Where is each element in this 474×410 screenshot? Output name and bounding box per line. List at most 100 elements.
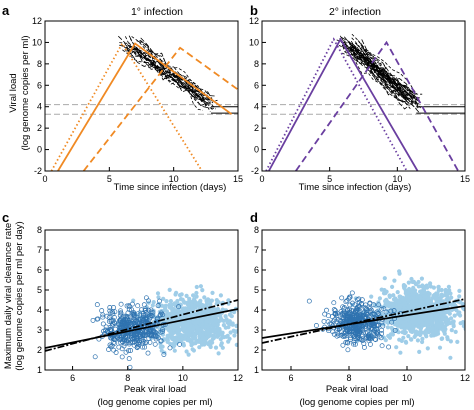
xlabel-d-units: (log genome copies per ml) (299, 397, 414, 408)
scatter-point-c-filled (221, 318, 226, 323)
y-tick-label-d: 1 (254, 365, 259, 375)
scatter-point-d-filled (406, 280, 411, 285)
scatter-point-d-filled (424, 334, 429, 339)
y-tick-label-c: 5 (37, 285, 42, 295)
scatter-point-d-open (364, 306, 370, 312)
scatter-point-d-open (354, 297, 360, 303)
scatter-point-c-open (100, 321, 106, 327)
scatter-point-d-open (339, 295, 345, 301)
scatter-point-c-open (145, 350, 151, 356)
scatter-point-c-open (143, 329, 149, 335)
scatter-point-d-open (346, 311, 352, 317)
scatter-point-d-open (379, 306, 385, 312)
scatter-point-d-open (376, 302, 382, 308)
scatter-point-c-open (160, 312, 166, 318)
scatter-point-c-filled (168, 299, 173, 304)
x-tick-label-c: 8 (125, 373, 130, 383)
scatter-point-d-filled (449, 328, 454, 333)
panel-letter-a: a (2, 3, 10, 18)
scatter-point-c-filled (206, 331, 211, 336)
scatter-point-c-filled (216, 351, 221, 356)
scatter-point-c-open (107, 342, 113, 348)
scatter-point-d-filled (400, 320, 405, 325)
scatter-point-d-filled (431, 285, 436, 290)
scatter-point-c-open (109, 343, 115, 349)
scatter-point-d-open (388, 308, 394, 314)
scatter-point-c-filled (234, 342, 238, 347)
x-tick-label-d: 10 (402, 373, 412, 383)
scatter-point-c-open (158, 338, 164, 344)
observed-trace-a-22 (118, 35, 212, 106)
scatter-point-c-open (107, 324, 113, 330)
y-tick-label-d: 8 (254, 225, 259, 235)
scatter-point-c-open (155, 335, 161, 341)
scatter-point-c-filled (176, 323, 181, 328)
scatter-point-d-filled (447, 288, 452, 293)
scatter-point-d-open (354, 306, 360, 312)
scatter-point-c-filled (202, 295, 207, 300)
axes-frame-d (261, 229, 466, 371)
scatter-point-c-open (144, 339, 149, 345)
scatter-point-c-open (135, 311, 141, 317)
observed-trace-b-30 (360, 43, 422, 99)
scatter-point-c-open (154, 316, 160, 322)
scatter-point-d-filled (408, 337, 414, 342)
scatter-point-c-filled (195, 301, 200, 306)
title-a: 1° infection (131, 6, 183, 18)
scatter-point-c-open (129, 311, 135, 317)
scatter-point-c-filled (213, 319, 218, 324)
scatter-point-d-open (306, 298, 312, 304)
scatter-point-c-filled (186, 352, 191, 357)
scatter-point-d-filled (382, 276, 387, 281)
scatter-point-c-filled (213, 345, 219, 350)
scatter-point-c-filled (150, 303, 155, 308)
scatter-point-c-open (107, 308, 113, 314)
scatter-point-d-open (352, 341, 358, 347)
x-tick-label-c: 6 (70, 373, 75, 383)
scatter-point-c-filled (207, 340, 212, 345)
model-line-a-solid (57, 42, 233, 171)
scatter-point-c-open (124, 303, 130, 309)
observed-trace-b-39 (359, 47, 411, 103)
scatter-point-c-open (148, 328, 153, 334)
scatter-point-c-filled (184, 293, 189, 298)
scatter-point-c-open (129, 333, 134, 339)
scatter-point-d-filled (397, 294, 402, 299)
scatter-point-d-filled (441, 324, 446, 329)
scatter-point-d-filled (416, 284, 421, 289)
scatter-point-d-filled (429, 315, 434, 320)
scatter-point-c-open (106, 318, 112, 324)
scatter-point-d-filled (397, 299, 402, 304)
scatter-point-d-open (355, 335, 361, 341)
ylabel-a: Viral load (8, 73, 19, 112)
scatter-point-c-filled (226, 298, 231, 303)
scatter-point-c-filled (210, 328, 216, 333)
scatter-point-c-open (150, 309, 156, 315)
observed-trace-b-31 (338, 45, 408, 103)
scatter-point-d-open (363, 323, 369, 329)
scatter-point-c-open (126, 356, 132, 362)
scatter-point-d-filled (437, 297, 442, 302)
scatter-point-d-filled (396, 317, 401, 323)
scatter-point-c-filled (187, 337, 192, 342)
scatter-point-d-open (324, 307, 329, 313)
observed-trace-b-32 (342, 41, 419, 107)
scatter-point-d-filled (452, 313, 457, 318)
y-tick-label-a: 6 (37, 80, 42, 90)
scatter-point-d-filled (377, 296, 382, 301)
scatter-point-d-open (355, 309, 361, 315)
observed-trace-b-7 (360, 47, 409, 100)
scatter-point-d-filled (413, 288, 418, 293)
scatter-point-d-open (347, 336, 353, 342)
scatter-point-c-filled (227, 319, 232, 324)
xlabel-b: Time since infection (days) (299, 182, 412, 193)
y-tick-label-a: 0 (37, 145, 42, 155)
scatter-point-d-open (345, 340, 351, 346)
scatter-point-d-filled (445, 294, 450, 299)
scatter-point-c-filled (218, 337, 223, 342)
scatter-point-d-filled (387, 293, 392, 298)
model-line-b-solid (268, 37, 419, 171)
scatter-point-c-filled (225, 333, 230, 338)
scatter-point-d-filled (374, 304, 379, 309)
y-tick-label-d: 3 (254, 325, 259, 335)
